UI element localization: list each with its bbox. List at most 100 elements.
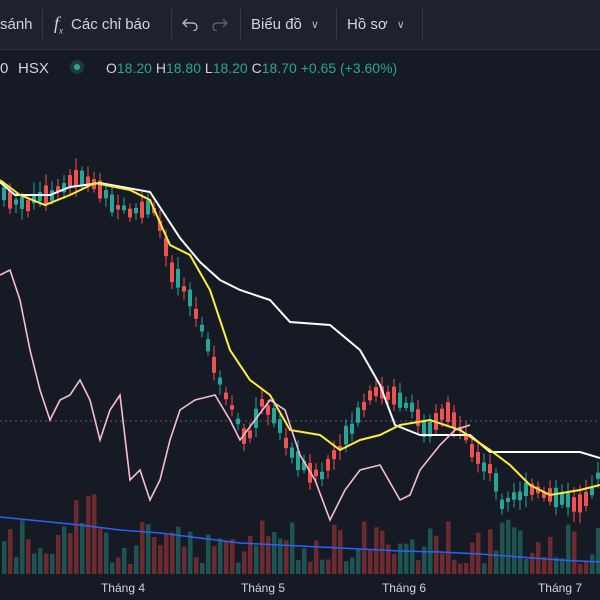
candle-body [332,450,336,460]
volume-bar [386,544,391,574]
volume-bar [98,528,103,574]
candle-body [86,176,90,187]
candle-body [518,491,522,501]
candle-body [128,208,132,218]
candle-body [158,220,162,231]
volume-bar [254,545,259,574]
volume-bar [446,521,451,574]
volume-bar [332,524,337,574]
candle-body [236,418,240,425]
candle-body [38,191,42,202]
volume-bar [26,539,31,574]
candle-body [26,200,30,212]
undo-button[interactable] [181,9,199,39]
candle-body [314,469,318,477]
volume-bar [14,556,19,574]
candle-body [560,492,564,505]
fx-icon: fx [54,12,64,36]
candle-body [266,405,270,415]
volume-bar [218,538,223,574]
candle-body [524,482,528,497]
volume-bar [122,547,127,574]
volume-bar [278,538,283,574]
candle-body [554,487,558,508]
change-value: +0.65 (+3.60%) [300,60,398,76]
volume-bar [326,559,331,574]
exchange-label: HSX [18,60,49,77]
candle-body [398,392,402,408]
volume-bar [230,539,235,574]
candle-body [14,199,18,205]
candle-body [74,170,78,187]
x-tick-label: Tháng 5 [241,581,285,595]
candle-body [422,420,426,437]
candle-body [170,262,174,283]
chart-type-label: Biểu đồ [251,15,302,33]
candle-body [542,492,546,498]
candle-body [260,399,264,407]
candle-body [182,286,186,292]
candle-body [116,205,120,210]
volume-bar [284,540,289,574]
candle-body [80,170,84,185]
market-status-icon[interactable] [70,60,84,74]
candle-body [248,430,252,439]
candle-body [596,472,600,479]
x-tick-label: Tháng 4 [101,581,145,595]
volume-bar [200,563,205,574]
volume-bar [38,548,43,574]
redo-button[interactable] [211,9,229,39]
indicators-button[interactable]: fx Các chỉ báo [54,9,150,39]
volume-bar [410,539,415,574]
candle-body [590,486,594,496]
candle-body [338,446,342,451]
volume-bar [314,540,319,574]
candle-body [566,492,570,508]
volume-bar [290,522,295,574]
toolbar-divider [422,9,423,39]
candle-body [242,428,246,444]
volume-bar [74,500,79,574]
candle-body [386,391,390,400]
volume-bar [134,545,139,574]
candle-body [578,494,582,513]
volume-bar [350,557,355,574]
profile-button[interactable]: Hồ sơ ∨ [347,9,405,39]
candle-body [122,205,126,211]
volume-bar [128,563,133,574]
volume-bar [20,520,25,574]
volume-bar [530,552,535,574]
candle-body [62,183,66,193]
candle-body [512,492,516,500]
candle-body [290,447,294,458]
candle-body [464,433,468,441]
volume-bar [260,520,265,574]
candle-body [230,405,234,410]
volume-bar [392,553,397,574]
candle-body [278,419,282,433]
symbol-fragment: 0 [0,60,9,77]
candle-body [176,268,180,288]
volume-bar [32,553,37,574]
compare-button[interactable]: sánh [0,9,33,39]
candle-body [482,462,486,472]
candle-body [134,207,138,214]
candle-body [218,377,222,385]
volume-bar [584,561,589,574]
candle-body [206,339,210,352]
volume-bar [494,550,499,574]
volume-bar [194,557,199,574]
candle-body [110,194,114,213]
volume-bar [590,554,595,574]
candle-body [470,444,474,458]
volume-bar [110,562,115,574]
indicator-line-white [0,181,600,459]
candle-body [500,499,504,510]
candle-body [20,197,24,209]
chart-type-button[interactable]: Biểu đồ ∨ [251,9,319,39]
candle-body [164,237,168,257]
volume-bar [188,531,193,574]
candle-body [356,407,360,423]
candle-body [104,190,108,199]
